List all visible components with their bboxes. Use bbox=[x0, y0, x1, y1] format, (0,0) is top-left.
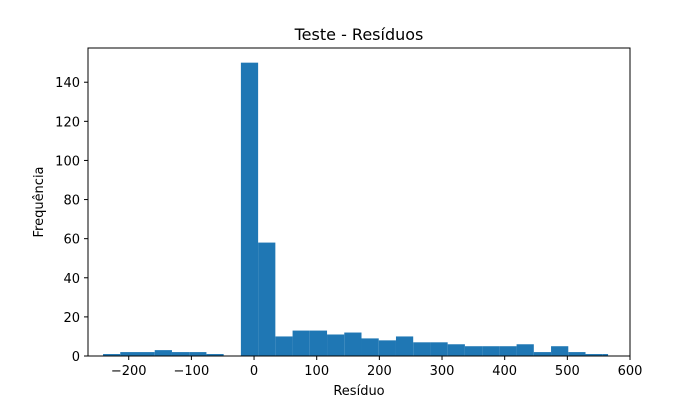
histogram-bar bbox=[413, 342, 431, 356]
histogram-bar bbox=[154, 350, 172, 356]
histogram-bar bbox=[447, 344, 465, 356]
histogram-bar bbox=[568, 352, 586, 356]
y-axis-label: Frequência bbox=[32, 166, 47, 237]
bars-group bbox=[103, 62, 609, 357]
chart-title: Teste - Resíduos bbox=[294, 25, 424, 44]
y-tick-label: 120 bbox=[55, 115, 80, 130]
y-tick-label: 80 bbox=[63, 194, 80, 209]
histogram-bar bbox=[602, 354, 609, 356]
histogram-bar bbox=[103, 354, 121, 356]
histogram-bar bbox=[171, 352, 190, 356]
y-tick-label: 40 bbox=[63, 272, 80, 287]
y-axis-ticks: 0 20 40 60 80 100 120 140 bbox=[55, 76, 88, 365]
histogram-bar bbox=[206, 354, 224, 356]
x-tick-label: 500 bbox=[555, 364, 580, 379]
histogram-bar bbox=[430, 342, 448, 356]
histogram-bar bbox=[378, 340, 396, 356]
histogram-bar bbox=[189, 352, 207, 356]
x-tick-label: 200 bbox=[367, 364, 392, 379]
y-tick-label: 60 bbox=[63, 233, 80, 248]
histogram-bar bbox=[499, 346, 517, 356]
histogram-bar bbox=[309, 330, 328, 356]
x-tick-label: −200 bbox=[111, 364, 147, 379]
histogram-bar bbox=[395, 336, 414, 356]
y-tick-label: 140 bbox=[55, 76, 80, 91]
x-axis-label: Resíduo bbox=[333, 384, 384, 399]
histogram-bar bbox=[327, 334, 345, 356]
histogram-bar bbox=[344, 332, 362, 356]
x-tick-label: −100 bbox=[174, 364, 210, 379]
histogram-bar bbox=[292, 330, 310, 356]
histogram-bar bbox=[533, 352, 552, 356]
histogram-bar bbox=[482, 346, 500, 356]
histogram-bar bbox=[361, 338, 379, 356]
histogram-bar bbox=[258, 242, 276, 356]
plot-frame bbox=[87, 47, 631, 357]
histogram-bar bbox=[275, 336, 293, 356]
x-tick-label: 600 bbox=[618, 364, 643, 379]
histogram-bar bbox=[137, 352, 155, 356]
histogram-bar bbox=[551, 346, 569, 356]
histogram-bar bbox=[516, 344, 534, 356]
y-tick-label: 0 bbox=[72, 350, 80, 365]
histogram-bar bbox=[240, 62, 259, 357]
x-tick-label: 300 bbox=[430, 364, 455, 379]
histogram-bar bbox=[120, 352, 138, 356]
histogram-bar bbox=[464, 346, 483, 356]
x-tick-label: 100 bbox=[304, 364, 329, 379]
x-tick-label: 0 bbox=[250, 364, 258, 379]
y-tick-label: 20 bbox=[63, 311, 80, 326]
y-tick-label: 100 bbox=[55, 154, 80, 169]
x-axis-ticks: −200 −100 0 100 200 300 400 500 600 bbox=[111, 356, 643, 379]
x-tick-label: 400 bbox=[492, 364, 517, 379]
histogram-bar bbox=[585, 354, 603, 356]
